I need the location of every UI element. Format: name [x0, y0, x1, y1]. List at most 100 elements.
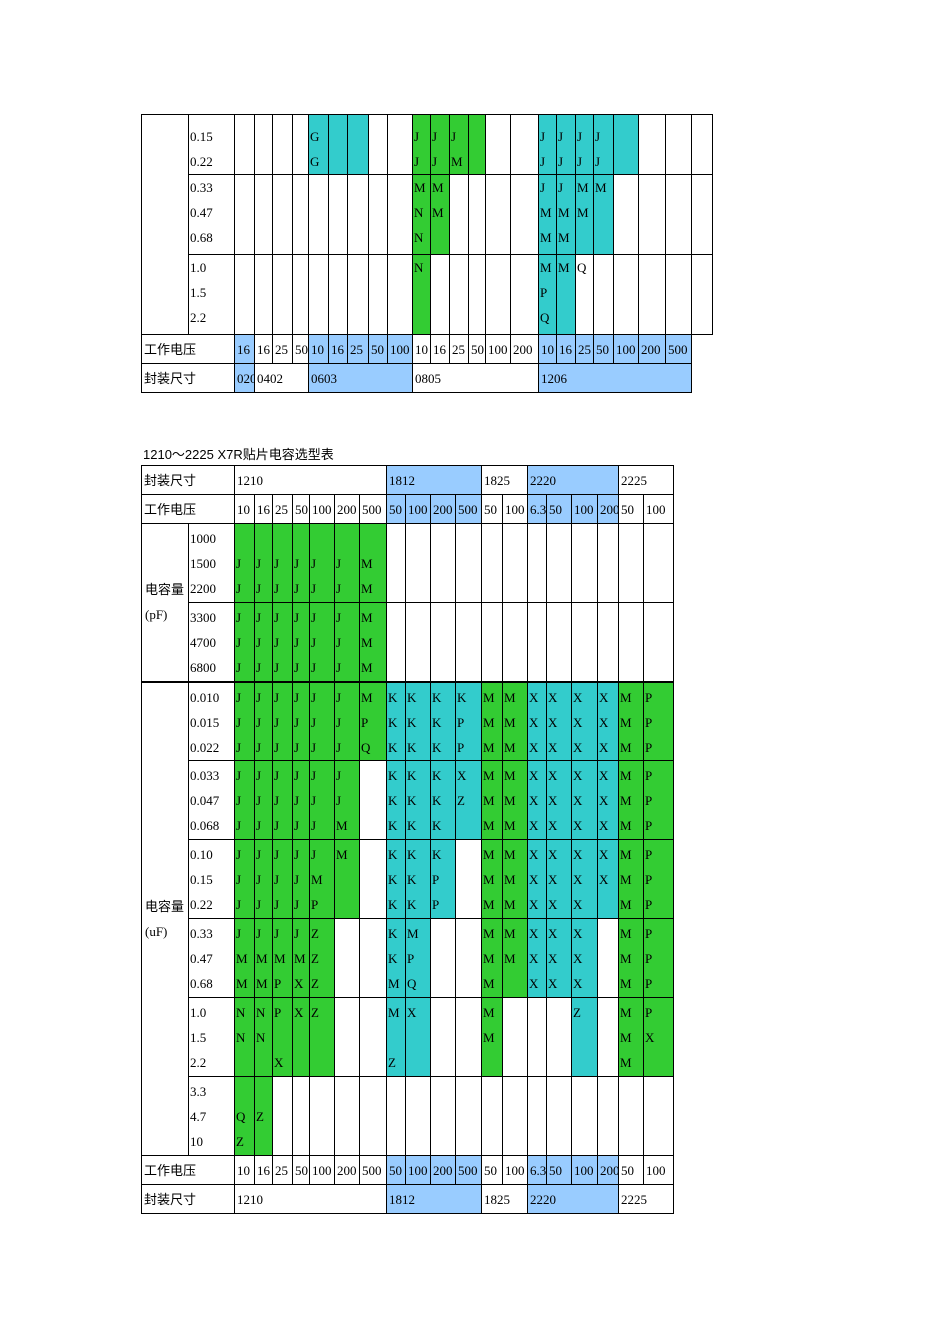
tolerance-code — [693, 256, 712, 281]
size-value: 1812 — [386, 465, 483, 495]
tolerance-code — [407, 1025, 430, 1050]
tolerance-code: J — [311, 739, 317, 755]
tolerance-cell — [386, 1076, 407, 1156]
tolerance-code: M — [620, 926, 632, 941]
tolerance-code — [349, 149, 368, 174]
tolerance-code — [336, 1104, 359, 1129]
tolerance-code: M — [236, 951, 248, 966]
tolerance-code — [640, 305, 665, 330]
tolerance-code — [311, 1129, 334, 1154]
capacity-value: 4700 — [190, 635, 216, 650]
tolerance-code: J — [274, 872, 280, 887]
tolerance-code: P — [540, 285, 548, 300]
tolerance-code: J — [274, 635, 280, 650]
tolerance-code: P — [457, 739, 465, 755]
tolerance-cell — [502, 1076, 529, 1156]
tolerance-cell — [405, 602, 432, 682]
tolerance-code: X — [529, 872, 539, 887]
voltage-footer-value: 100 — [571, 1155, 599, 1185]
size-value: 1825 — [481, 465, 529, 495]
tolerance-code — [693, 305, 712, 330]
tolerance-code — [370, 149, 387, 174]
tolerance-code — [529, 551, 546, 576]
size-value: 2220 — [527, 465, 620, 495]
voltage-label: 工作电压 — [141, 334, 235, 364]
tolerance-code: K — [407, 689, 417, 705]
tolerance-cell — [334, 918, 361, 998]
tolerance-code — [595, 225, 613, 250]
tolerance-code — [667, 280, 691, 305]
tolerance-code: K — [407, 793, 417, 808]
voltage-value: 200 — [510, 334, 539, 364]
tolerance-code — [361, 1129, 386, 1154]
tolerance-code — [504, 1079, 527, 1104]
capacity-values-cell: 0.33 0.47 0.68 — [188, 174, 235, 255]
capacity-value: 2200 — [190, 581, 216, 596]
tolerance-code: M — [620, 768, 632, 783]
tolerance-code — [457, 1079, 481, 1104]
voltage-value: 50 — [386, 494, 407, 524]
tolerance-code — [615, 200, 638, 225]
tolerance-code — [294, 526, 309, 551]
tolerance-code — [573, 655, 597, 680]
tolerance-code: J — [294, 689, 300, 705]
capacity-value: 3.3 — [190, 1084, 207, 1099]
tolerance-cell — [546, 523, 573, 603]
tolerance-code: K — [388, 818, 398, 833]
tolerance-code: J — [274, 714, 280, 730]
tolerance-code — [599, 921, 618, 946]
tolerance-code — [236, 526, 254, 551]
size-footer-value: 2225 — [618, 1184, 674, 1214]
tolerance-code — [620, 655, 643, 680]
voltage-value: 100 — [485, 334, 511, 364]
tolerance-code — [256, 1079, 272, 1104]
tolerance-cell — [468, 174, 486, 255]
tolerance-code — [483, 526, 502, 551]
tolerance-code — [451, 280, 468, 305]
size-footer-row: 封装尺寸 1210 1812 1825 2220 2225 — [140, 1184, 674, 1214]
tolerance-code: J — [336, 768, 342, 783]
tolerance-code: M — [361, 660, 373, 675]
tolerance-code: J — [577, 154, 583, 169]
tolerance-code — [483, 576, 502, 601]
voltage-footer-value: 50 — [292, 1155, 311, 1185]
tolerance-cell — [368, 114, 388, 175]
capacity-value: 0.15 — [190, 872, 213, 887]
tolerance-code — [693, 124, 712, 149]
tolerance-code: P — [645, 976, 653, 991]
tolerance-code: J — [274, 793, 280, 808]
tolerance-code: J — [311, 635, 317, 650]
capacity-value: 4.7 — [190, 1109, 207, 1124]
tolerance-code: P — [645, 951, 653, 966]
voltage-value: 50 — [292, 334, 309, 364]
tolerance-code: J — [274, 897, 280, 912]
tolerance-code — [432, 551, 455, 576]
tolerance-code: K — [432, 714, 442, 730]
tolerance-code — [274, 149, 292, 174]
tolerance-code — [504, 971, 527, 996]
tolerance-code: X — [548, 768, 558, 783]
tolerance-code: X — [573, 689, 583, 705]
tolerance-code: J — [294, 926, 300, 941]
tolerance-code: X — [573, 951, 583, 966]
voltage-value: 50 — [618, 494, 645, 524]
tolerance-code: J — [256, 635, 262, 650]
tolerance-code — [529, 526, 546, 551]
tolerance-code: Z — [311, 951, 319, 966]
tolerance-code: M — [504, 897, 516, 912]
tolerance-code — [599, 551, 618, 576]
tolerance-cell — [618, 523, 645, 603]
tolerance-code — [599, 1129, 618, 1154]
tolerance-cell — [571, 523, 599, 603]
tolerance-code — [595, 256, 613, 281]
tolerance-code: M — [483, 739, 495, 755]
